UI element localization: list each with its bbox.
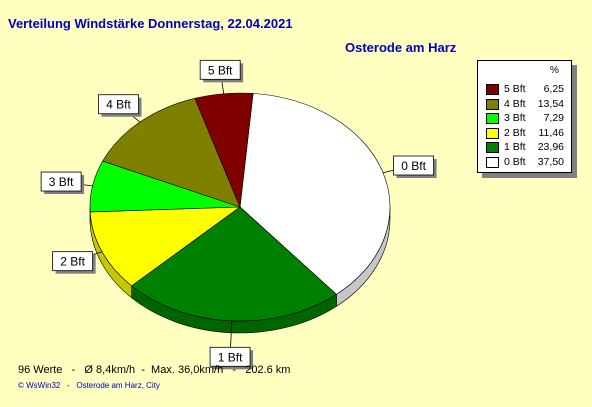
slice-label: 3 Bft — [49, 175, 74, 189]
pie-slice-4-bft — [102, 97, 241, 208]
chart-title: Verteilung Windstärke Donnerstag, 22.04.… — [8, 16, 293, 31]
slice-label: 1 Bft — [218, 350, 243, 364]
pie-slice-0-bft — [239, 93, 391, 295]
legend-value: 13,54 — [537, 97, 564, 110]
legend-item: 5 Bft 6,25 — [486, 83, 570, 95]
legend-swatch — [486, 127, 499, 139]
legend-label: 1 Bft — [504, 141, 526, 153]
chart-subtitle: Osterode am Harz — [345, 40, 457, 55]
legend-label: 3 Bft — [504, 112, 526, 124]
legend-label: 4 Bft — [504, 97, 526, 110]
slice-label: 5 Bft — [208, 63, 233, 77]
legend-item: 2 Bft 11,46 — [486, 127, 570, 139]
legend-item: 4 Bft 13,54 — [486, 98, 570, 110]
legend-swatch — [486, 156, 499, 168]
pie-slice-1-bft — [131, 206, 337, 322]
legend-label: 2 Bft — [504, 126, 526, 139]
legend-value: 6,25 — [543, 83, 564, 95]
label-box — [98, 94, 139, 115]
legend-value: 11,46 — [538, 126, 565, 139]
label-box — [199, 59, 241, 80]
label-box — [209, 346, 251, 367]
slice-label: 4 Bft — [106, 98, 131, 112]
legend-swatch — [486, 84, 499, 95]
label-box — [40, 171, 82, 192]
pie-slice-2-bft — [89, 206, 241, 287]
legend-value: 37,50 — [537, 155, 564, 168]
slice-label: 2 Bft — [60, 255, 85, 269]
legend-value: 7,29 — [543, 112, 564, 124]
copyright-text: © WsWin32 - Osterode am Harz, City — [18, 381, 160, 390]
legend-item: 0 Bft 37,50 — [486, 156, 570, 168]
legend-item: 3 Bft 7,29 — [486, 112, 570, 124]
legend-header: % — [550, 65, 559, 76]
footer-stats: 96 Werte - Ø 8,4km/h - Max. 36,0km/h - 2… — [18, 364, 291, 376]
slice-label: 0 Bft — [401, 159, 426, 173]
legend-value: 23,96 — [537, 141, 564, 153]
legend-label: 5 Bft — [504, 83, 526, 95]
legend-item: 1 Bft 23,96 — [486, 141, 570, 153]
legend-swatch — [486, 98, 499, 110]
legend: % 5 Bft 6,25 4 Bft 13,54 3 Bft 7,29 2 Bft 11,46… — [477, 60, 572, 173]
legend-label: 0 Bft — [504, 155, 526, 168]
label-box — [393, 155, 434, 176]
legend-swatch — [486, 113, 499, 124]
pie-slice-5-bft — [194, 92, 254, 209]
label-box — [52, 251, 94, 272]
legend-swatch — [486, 142, 499, 153]
